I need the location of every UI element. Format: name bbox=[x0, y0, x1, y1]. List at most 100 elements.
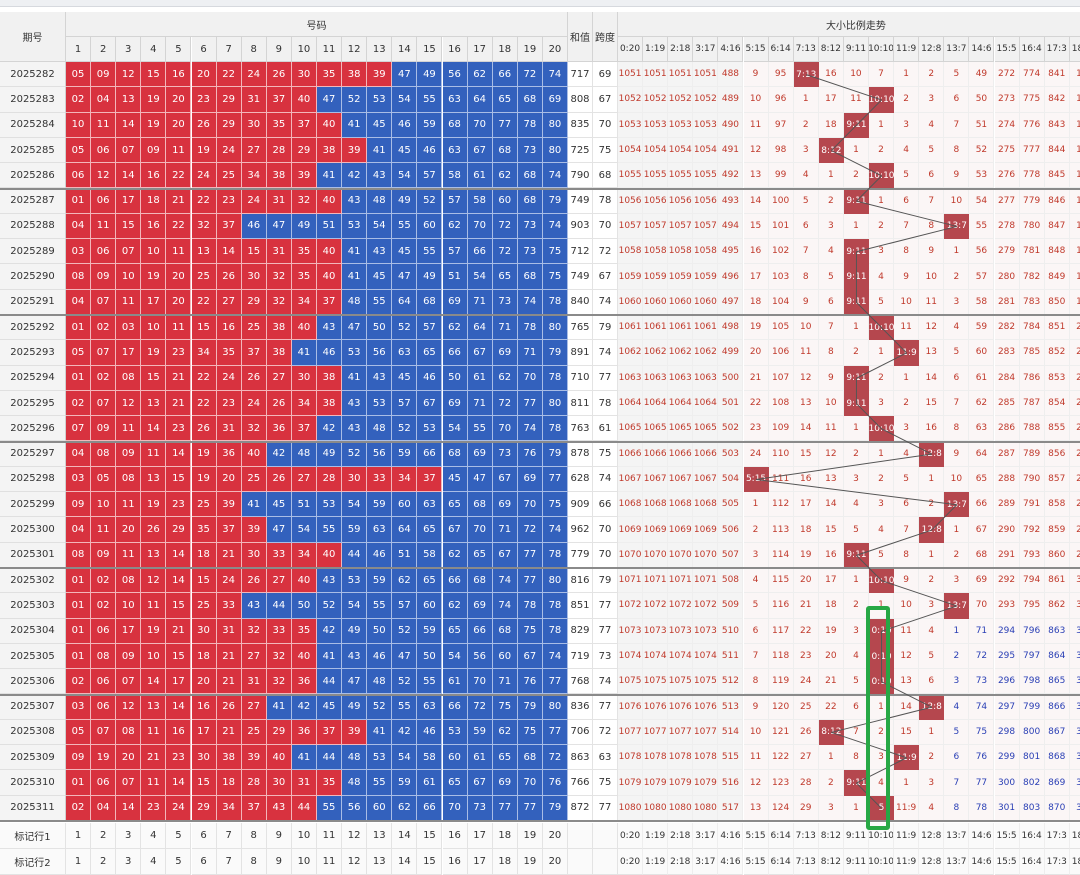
drawn-number-ball: 57 bbox=[442, 188, 468, 214]
issue-number[interactable]: 2025309 bbox=[0, 745, 66, 771]
ratio-miss-count: 2 bbox=[869, 137, 895, 164]
ratio-miss-count: 866 bbox=[1044, 694, 1070, 720]
issue-number[interactable]: 2025295 bbox=[0, 390, 66, 417]
issue-number[interactable]: 2025297 bbox=[0, 441, 66, 467]
issue-number[interactable]: 2025282 bbox=[0, 62, 66, 88]
issue-number[interactable]: 2025286 bbox=[0, 163, 66, 189]
drawn-number-ball: 15 bbox=[191, 568, 217, 594]
number-column-header[interactable]: 13 bbox=[367, 37, 393, 62]
ratio-miss-count: 284 bbox=[994, 365, 1020, 391]
ratio-column-header[interactable]: 16:4 bbox=[1019, 37, 1045, 62]
ratio-column-header[interactable]: 3:17 bbox=[693, 37, 719, 62]
ratio-column-header[interactable]: 8:12 bbox=[818, 37, 844, 62]
ratio-column-header[interactable]: 11:9 bbox=[894, 37, 920, 62]
sum-value: 706 bbox=[568, 719, 593, 746]
ratio-column-header[interactable]: 18:2 bbox=[1069, 37, 1080, 62]
ratio-column-header[interactable]: 15:5 bbox=[994, 37, 1020, 62]
number-column-header[interactable]: 20 bbox=[542, 37, 568, 62]
issue-number[interactable]: 2025307 bbox=[0, 694, 66, 720]
issue-number[interactable]: 2025287 bbox=[0, 188, 66, 214]
issue-number[interactable]: 2025304 bbox=[0, 618, 66, 644]
ratio-miss-count: 106 bbox=[768, 340, 794, 366]
number-column-header[interactable]: 3 bbox=[116, 37, 142, 62]
ratio-column-header[interactable]: 7:13 bbox=[793, 37, 819, 62]
ratio-miss-count: 28 bbox=[1069, 517, 1080, 543]
number-column-header[interactable]: 10 bbox=[291, 37, 317, 62]
ratio-miss-count: 1054 bbox=[693, 137, 719, 164]
drawn-number-ball: 25 bbox=[216, 163, 242, 189]
issue-number[interactable]: 2025311 bbox=[0, 795, 66, 821]
ratio-column-header[interactable]: 5:15 bbox=[743, 37, 769, 62]
drawn-number-ball: 30 bbox=[191, 745, 217, 771]
drawn-number-ball: 21 bbox=[166, 390, 192, 417]
ratio-miss-count: 798 bbox=[1019, 669, 1045, 695]
issue-number[interactable]: 2025303 bbox=[0, 593, 66, 619]
issue-number[interactable]: 2025285 bbox=[0, 137, 66, 164]
footer-number: 14 bbox=[392, 823, 418, 849]
issue-number[interactable]: 2025306 bbox=[0, 669, 66, 695]
ratio-column-header[interactable]: 6:14 bbox=[768, 37, 794, 62]
drawn-number-ball: 44 bbox=[317, 745, 343, 771]
issue-number[interactable]: 2025291 bbox=[0, 289, 66, 315]
number-column-header[interactable]: 19 bbox=[517, 37, 543, 62]
span-value: 67 bbox=[593, 87, 618, 113]
issue-number[interactable]: 2025308 bbox=[0, 719, 66, 746]
ratio-column-header[interactable]: 13:7 bbox=[944, 37, 970, 62]
issue-number[interactable]: 2025293 bbox=[0, 340, 66, 366]
drawn-number-ball: 29 bbox=[291, 137, 317, 164]
ratio-miss-count: 67 bbox=[969, 517, 995, 543]
issue-number[interactable]: 2025301 bbox=[0, 542, 66, 568]
number-column-header[interactable]: 8 bbox=[241, 37, 267, 62]
number-column-header[interactable]: 6 bbox=[191, 37, 217, 62]
drawn-number-ball: 10 bbox=[141, 643, 167, 670]
ratio-column-header[interactable]: 12:8 bbox=[919, 37, 945, 62]
issue-number[interactable]: 2025298 bbox=[0, 466, 66, 493]
drawn-number-ball: 80 bbox=[542, 112, 568, 138]
drawn-number-ball: 65 bbox=[467, 542, 493, 568]
number-column-header[interactable]: 11 bbox=[317, 37, 343, 62]
drawn-number-ball: 19 bbox=[141, 340, 167, 366]
issue-number[interactable]: 2025302 bbox=[0, 568, 66, 594]
issue-number[interactable]: 2025300 bbox=[0, 517, 66, 543]
issue-number[interactable]: 2025299 bbox=[0, 492, 66, 518]
issue-number[interactable]: 2025294 bbox=[0, 365, 66, 391]
ratio-column-header[interactable]: 10:10 bbox=[869, 37, 895, 62]
ratio-column-header[interactable]: 2:18 bbox=[668, 37, 694, 62]
issue-number[interactable]: 2025310 bbox=[0, 770, 66, 796]
issue-number[interactable]: 2025284 bbox=[0, 112, 66, 138]
number-column-header[interactable]: 9 bbox=[266, 37, 292, 62]
number-column-header[interactable]: 15 bbox=[417, 37, 443, 62]
number-column-header[interactable]: 2 bbox=[91, 37, 117, 62]
drawn-number-ball: 53 bbox=[342, 568, 368, 594]
ratio-hit-cell: 13:7 bbox=[944, 213, 970, 240]
number-column-header[interactable]: 4 bbox=[141, 37, 167, 62]
ratio-column-header[interactable]: 9:11 bbox=[843, 37, 869, 62]
number-column-header[interactable]: 1 bbox=[66, 37, 92, 62]
issue-number[interactable]: 2025296 bbox=[0, 416, 66, 442]
ratio-column-header[interactable]: 1:19 bbox=[643, 37, 669, 62]
ratio-column-header[interactable]: 14:6 bbox=[969, 37, 995, 62]
number-column-header[interactable]: 16 bbox=[442, 37, 468, 62]
issue-number[interactable]: 2025292 bbox=[0, 315, 66, 341]
drawn-number-ball: 78 bbox=[542, 289, 568, 315]
number-column-header[interactable]: 5 bbox=[166, 37, 192, 62]
number-column-header[interactable]: 12 bbox=[342, 37, 368, 62]
issue-number[interactable]: 2025290 bbox=[0, 264, 66, 290]
issue-number[interactable]: 2025289 bbox=[0, 239, 66, 265]
span-value: 77 bbox=[593, 365, 618, 391]
number-column-header[interactable]: 14 bbox=[392, 37, 418, 62]
ratio-miss-count: 10 bbox=[1069, 62, 1080, 88]
drawn-number-ball: 20 bbox=[191, 62, 217, 88]
number-column-header[interactable]: 7 bbox=[216, 37, 242, 62]
ratio-column-header[interactable]: 4:16 bbox=[718, 37, 744, 62]
number-column-header[interactable]: 18 bbox=[492, 37, 518, 62]
number-column-header[interactable]: 17 bbox=[467, 37, 493, 62]
drawn-number-ball: 54 bbox=[442, 416, 468, 442]
ratio-miss-count: 22 bbox=[818, 694, 844, 720]
issue-number[interactable]: 2025288 bbox=[0, 213, 66, 240]
drawn-number-ball: 38 bbox=[266, 315, 292, 341]
issue-number[interactable]: 2025283 bbox=[0, 87, 66, 113]
ratio-column-header[interactable]: 17:3 bbox=[1044, 37, 1070, 62]
ratio-column-header[interactable]: 0:20 bbox=[618, 37, 644, 62]
issue-number[interactable]: 2025305 bbox=[0, 643, 66, 670]
